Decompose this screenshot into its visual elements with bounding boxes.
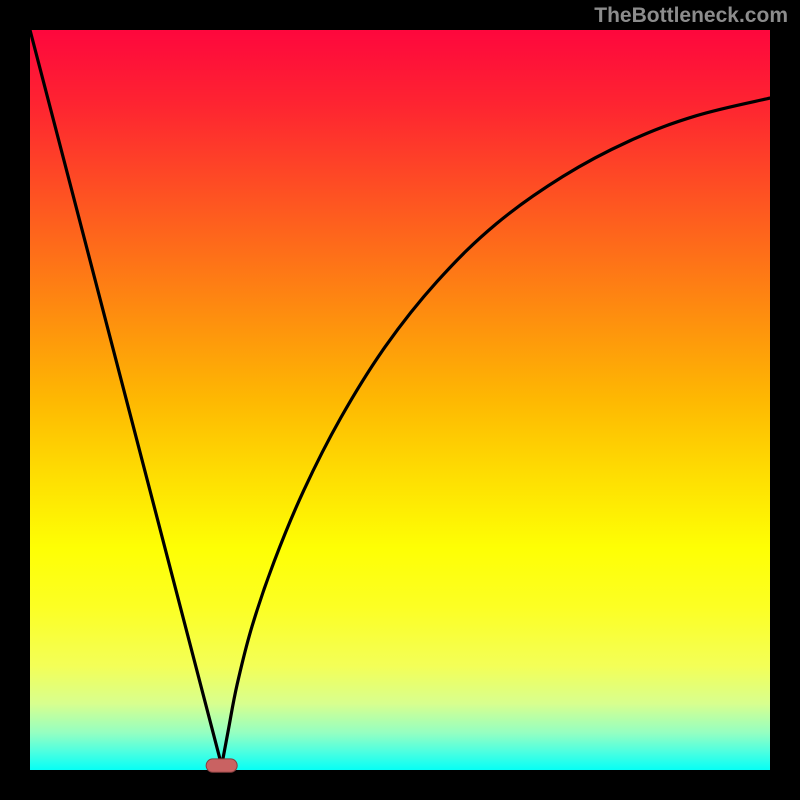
optimal-marker — [206, 759, 237, 772]
bottleneck-chart — [0, 0, 800, 800]
watermark-text: TheBottleneck.com — [594, 4, 788, 28]
chart-frame: TheBottleneck.com — [0, 0, 800, 800]
plot-background — [30, 30, 770, 770]
